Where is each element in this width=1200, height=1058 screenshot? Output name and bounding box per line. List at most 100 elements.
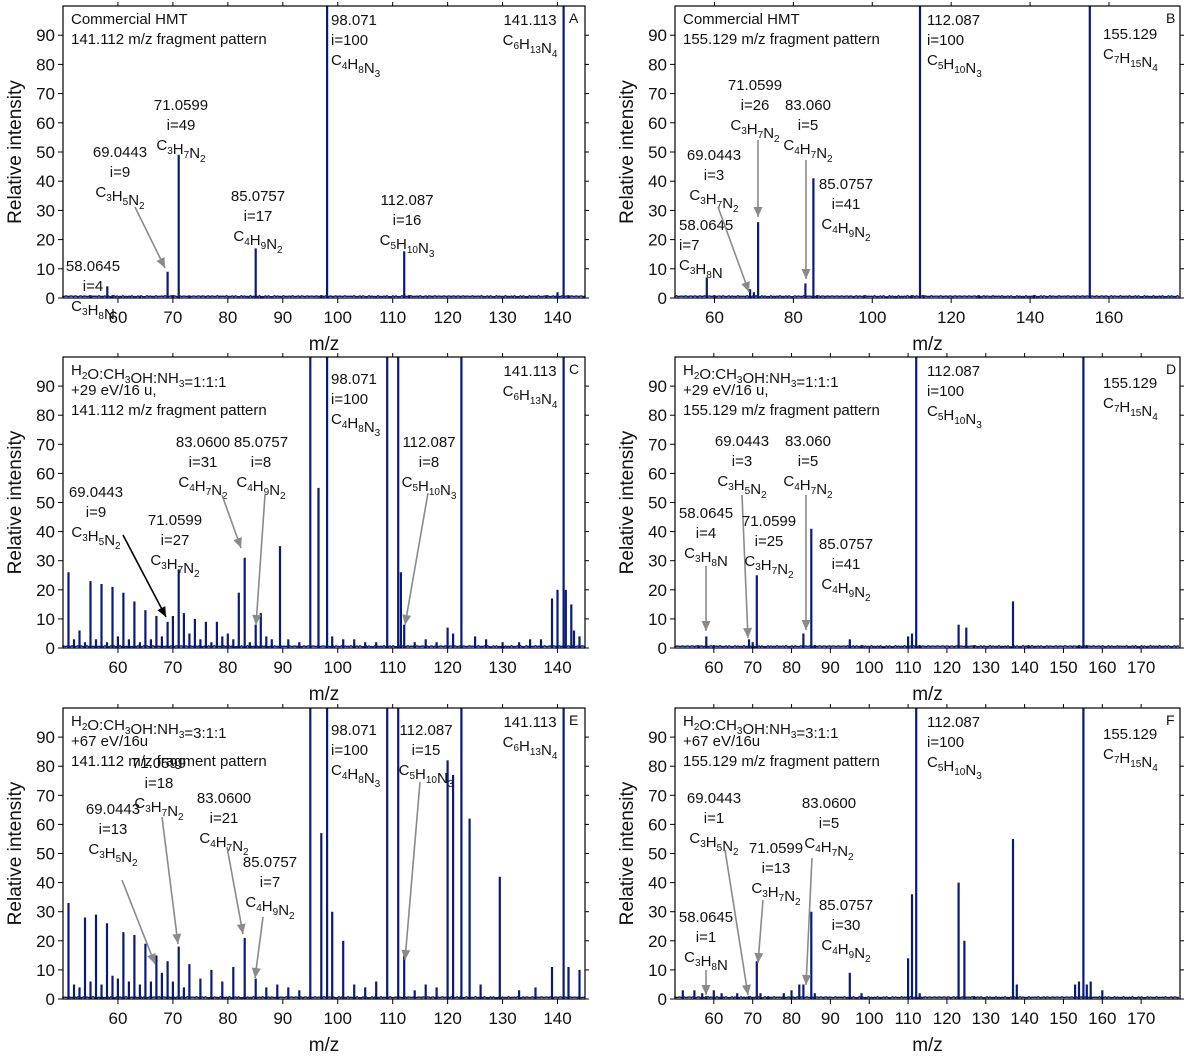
y-tick-label: 70	[648, 435, 667, 454]
x-tick-label: 90	[821, 658, 840, 677]
annotation-arrow	[404, 781, 421, 961]
peak-annotation-text: C6H13N4	[503, 734, 558, 762]
baseline-trace	[62, 294, 586, 298]
y-tick-label: 50	[36, 494, 55, 513]
peak-annotation-text: C7H15N4	[1103, 46, 1158, 74]
x-tick-label: 110	[379, 658, 406, 677]
peak-annotation-text: C3H7N2	[150, 552, 200, 580]
x-tick-label: 130	[972, 1009, 1000, 1028]
y-tick-label: 40	[36, 172, 55, 191]
y-axis-title: Relative intensity	[617, 430, 638, 574]
panel-d: 60 70 80 90 100 110 120 130 140 150 160 170 0 10 20 30 4…	[617, 353, 1184, 705]
peak-annotation-text: C6H13N4	[503, 32, 558, 60]
peak-annotation-text: 71.0599	[154, 97, 208, 114]
peak-annotation-text: C3H7N2	[730, 117, 780, 145]
x-tick-label: 70	[163, 1009, 182, 1028]
x-tick-label: 140	[1016, 308, 1044, 327]
peak-annotation-text: 69.0443	[687, 790, 741, 807]
peak-annotation-text: 71.0599	[132, 755, 186, 772]
x-tick-label: 60	[705, 308, 724, 327]
annotation-arrow	[134, 206, 166, 269]
peak-annotation-text: C3H7N2	[156, 137, 206, 165]
x-tick-label: 100	[855, 658, 883, 677]
panel-header-line: 155.129 m/z fragment pattern	[683, 31, 880, 48]
annotation-arrowhead	[233, 537, 242, 548]
x-tick-label: 120	[433, 1009, 461, 1028]
annotation-arrow	[122, 534, 167, 618]
annotation-arrow	[717, 206, 750, 293]
peak-annotation-text: i=9	[86, 504, 106, 521]
panel-c: 60 70 80 90 100 110 120 130 140 0 10 20 30 40 50 60 70 80…	[5, 353, 589, 705]
x-tick-label: 130	[972, 658, 1000, 677]
x-tick-label: 100	[324, 308, 352, 327]
peak-annotation-text: C3H8N	[71, 298, 115, 323]
peak-annotation-text: i=31	[189, 454, 218, 471]
plot-frame	[62, 707, 586, 1000]
peak-annotation-text: i=7	[260, 874, 280, 891]
annotation-arrow	[805, 857, 813, 986]
panel-f: 60 70 80 90 100 110 120 130 140 150 160 170 0 10 20 30 4…	[617, 704, 1184, 1056]
annotation-arrowhead	[801, 620, 811, 630]
peak-annotation-text: 85.0757	[819, 536, 873, 553]
peak-annotation-text: i=15	[412, 742, 441, 759]
x-tick-label: 70	[163, 308, 182, 327]
peak-annotation-text: 98.071	[331, 371, 377, 388]
x-tick-label: 150	[1049, 658, 1077, 677]
panel-header-line: 155.129 m/z fragment pattern	[683, 753, 880, 770]
annotation-arrowhead	[251, 967, 261, 978]
x-tick-label: 130	[488, 308, 516, 327]
peak-annotation-text: 98.071	[331, 722, 377, 739]
y-tick-label: 0	[658, 289, 667, 308]
peak-annotation-text: 85.0757	[231, 188, 285, 205]
peak-annotation-text: C4H9N2	[245, 894, 295, 922]
peak-annotation-text: i=100	[927, 734, 964, 751]
y-axis-title: Relative intensity	[5, 80, 26, 224]
x-tick-label: 120	[433, 308, 461, 327]
x-tick-label: 100	[855, 1009, 883, 1028]
peak-annotation-text: 71.0599	[749, 840, 803, 857]
peak-annotation-text: C4H7N2	[199, 830, 249, 858]
peak-annotation-text: C3H8N	[684, 545, 728, 570]
y-tick-label: 10	[36, 610, 55, 629]
peak-annotation-text: 112.087	[399, 722, 452, 739]
y-tick-label: 10	[36, 260, 55, 279]
x-tick-label: 130	[488, 658, 516, 677]
y-tick-label: 0	[658, 990, 667, 1009]
baseline-trace	[674, 644, 1180, 648]
peak-annotation-text: C4H8N3	[331, 762, 381, 790]
peak-annotation-text: C3H5N2	[717, 473, 767, 501]
y-tick-label: 90	[648, 26, 667, 45]
peak-annotation-text: i=5	[819, 815, 839, 832]
peak-annotation-text: 155.129	[1103, 726, 1157, 743]
peak-annotation-text: C3H7N2	[134, 795, 184, 823]
y-tick-label: 40	[36, 523, 55, 542]
y-tick-label: 70	[648, 85, 667, 104]
x-tick-label: 110	[895, 1009, 922, 1028]
annotation-arrowhead	[157, 606, 166, 617]
y-tick-label: 60	[648, 114, 667, 133]
annotation-arrowhead	[742, 984, 751, 995]
x-tick-label: 80	[782, 1009, 801, 1028]
peak-annotation-text: C7H15N4	[1103, 395, 1158, 423]
y-tick-label: 10	[648, 610, 667, 629]
peak-annotation-text: i=9	[110, 164, 130, 181]
panel-letter: F	[1166, 712, 1175, 728]
x-tick-label: 90	[273, 658, 292, 677]
peak-annotation-text: i=3	[732, 453, 752, 470]
panel-header-line: 155.129 m/z fragment pattern	[683, 402, 880, 419]
peak-annotation-text: i=100	[331, 32, 368, 49]
y-tick-label: 90	[36, 26, 55, 45]
baseline-trace	[62, 644, 586, 648]
y-tick-label: 90	[36, 377, 55, 396]
annotation-arrowhead	[801, 269, 811, 279]
annotation-arrow	[724, 849, 749, 996]
peak-annotation-text: i=49	[167, 117, 196, 134]
y-tick-label: 80	[648, 757, 667, 776]
y-tick-label: 0	[46, 639, 55, 658]
x-tick-label: 80	[782, 658, 801, 677]
x-tick-label: 170	[1127, 1009, 1155, 1028]
x-tick-label: 70	[743, 1009, 762, 1028]
annotation-arrowhead	[754, 952, 764, 963]
annotation-arrowhead	[802, 974, 811, 985]
peak-annotation-text: C5H10N3	[399, 762, 454, 790]
